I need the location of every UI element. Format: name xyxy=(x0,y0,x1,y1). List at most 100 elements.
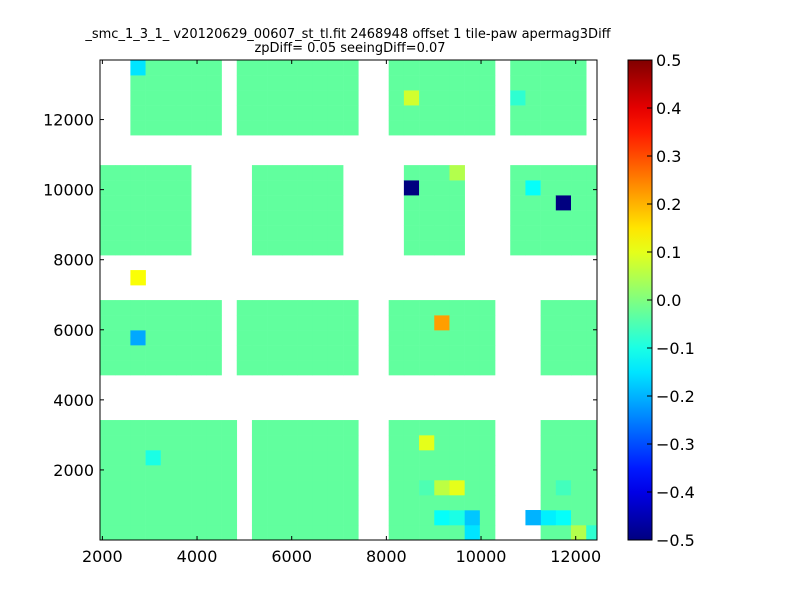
heatmap-cell xyxy=(267,345,282,360)
heatmap-cell xyxy=(404,180,419,195)
heatmap-cell xyxy=(282,240,297,255)
heatmap-cell xyxy=(510,195,525,210)
colorbar-tick-label: −0.4 xyxy=(656,483,695,502)
heatmap-cell xyxy=(191,345,206,360)
heatmap-cell xyxy=(115,165,130,180)
heatmap-cell xyxy=(115,345,130,360)
heatmap-cell xyxy=(146,210,161,225)
x-tick-label: 2000 xyxy=(82,547,123,566)
heatmap-cell xyxy=(298,465,313,480)
heatmap-cell xyxy=(146,300,161,315)
heatmap-cell xyxy=(571,105,586,120)
heatmap-cell xyxy=(252,315,267,330)
heatmap-cell xyxy=(556,420,571,435)
heatmap-cell xyxy=(237,120,252,135)
heatmap-cell xyxy=(556,300,571,315)
heatmap-cell xyxy=(206,510,221,525)
colorbar-tick-label: 0.1 xyxy=(656,243,681,262)
heatmap-cell xyxy=(115,450,130,465)
heatmap-cell xyxy=(146,180,161,195)
heatmap-cell xyxy=(449,420,464,435)
heatmap-cell xyxy=(480,60,495,75)
heatmap-cell xyxy=(556,195,571,210)
heatmap-cell xyxy=(510,180,525,195)
heatmap-cell xyxy=(404,210,419,225)
heatmap-cell xyxy=(449,90,464,105)
heatmap-cell xyxy=(130,75,145,90)
heatmap-cell xyxy=(389,120,404,135)
heatmap-cell xyxy=(313,450,328,465)
heatmap-cell xyxy=(510,75,525,90)
heatmap-cell xyxy=(449,315,464,330)
heatmap-cell xyxy=(176,60,191,75)
heatmap-cell xyxy=(465,120,480,135)
heatmap-cell xyxy=(313,195,328,210)
heatmap-cell xyxy=(161,105,176,120)
heatmap-cell xyxy=(313,510,328,525)
heatmap-cell xyxy=(282,90,297,105)
heatmap-cell xyxy=(328,210,343,225)
heatmap-cell xyxy=(434,90,449,105)
heatmap-cell xyxy=(556,165,571,180)
heatmap-cell xyxy=(267,60,282,75)
heatmap-cell xyxy=(449,60,464,75)
heatmap-cell xyxy=(176,180,191,195)
heatmap-cell xyxy=(404,120,419,135)
heatmap-cell xyxy=(146,315,161,330)
x-tick-label: 6000 xyxy=(271,547,312,566)
heatmap-cell xyxy=(130,345,145,360)
heatmap-cell xyxy=(571,465,586,480)
heatmap-cell xyxy=(480,345,495,360)
heatmap-cell xyxy=(525,225,540,240)
heatmap-cell xyxy=(176,210,191,225)
heatmap-cell xyxy=(571,495,586,510)
heatmap-cell xyxy=(267,315,282,330)
heatmap-cell xyxy=(449,75,464,90)
heatmap-cell xyxy=(298,450,313,465)
heatmap-cell xyxy=(389,495,404,510)
heatmap-cell xyxy=(313,330,328,345)
heatmap-cell xyxy=(525,75,540,90)
heatmap-cell xyxy=(343,450,358,465)
heatmap-cell xyxy=(480,420,495,435)
heatmap-cell xyxy=(130,435,145,450)
heatmap-cell xyxy=(252,330,267,345)
heatmap-cell xyxy=(206,495,221,510)
heatmap-cell xyxy=(176,510,191,525)
heatmap-cell xyxy=(100,300,115,315)
heatmap-cell xyxy=(206,420,221,435)
heatmap-cell xyxy=(480,75,495,90)
heatmap-cell xyxy=(237,75,252,90)
heatmap-cell xyxy=(252,345,267,360)
heatmap-cell xyxy=(556,495,571,510)
heatmap-cell xyxy=(389,315,404,330)
heatmap-cell xyxy=(571,120,586,135)
heatmap-cell xyxy=(465,75,480,90)
y-tick-label: 10000 xyxy=(43,181,94,200)
heatmap-cell xyxy=(146,120,161,135)
heatmap-cell xyxy=(115,300,130,315)
heatmap-cell xyxy=(282,345,297,360)
heatmap-cell xyxy=(130,225,145,240)
heatmap-cell xyxy=(267,330,282,345)
heatmap-cell xyxy=(298,495,313,510)
heatmap-cell xyxy=(419,495,434,510)
heatmap-cell xyxy=(449,465,464,480)
heatmap-cell xyxy=(115,195,130,210)
y-tick-label: 12000 xyxy=(43,111,94,130)
heatmap-cell xyxy=(449,105,464,120)
heatmap-cell xyxy=(465,480,480,495)
heatmap-cell xyxy=(267,210,282,225)
heatmap-cell xyxy=(480,300,495,315)
heatmap-cell xyxy=(586,510,597,525)
heatmap-cell xyxy=(146,435,161,450)
heatmap-cell xyxy=(389,450,404,465)
heatmap-cell xyxy=(222,450,237,465)
heatmap-cell xyxy=(571,435,586,450)
heatmap-cell xyxy=(571,225,586,240)
heatmap-cell xyxy=(586,180,597,195)
heatmap-cell xyxy=(328,195,343,210)
heatmap-cell xyxy=(419,225,434,240)
heatmap-cell xyxy=(419,180,434,195)
heatmap-cell xyxy=(571,480,586,495)
